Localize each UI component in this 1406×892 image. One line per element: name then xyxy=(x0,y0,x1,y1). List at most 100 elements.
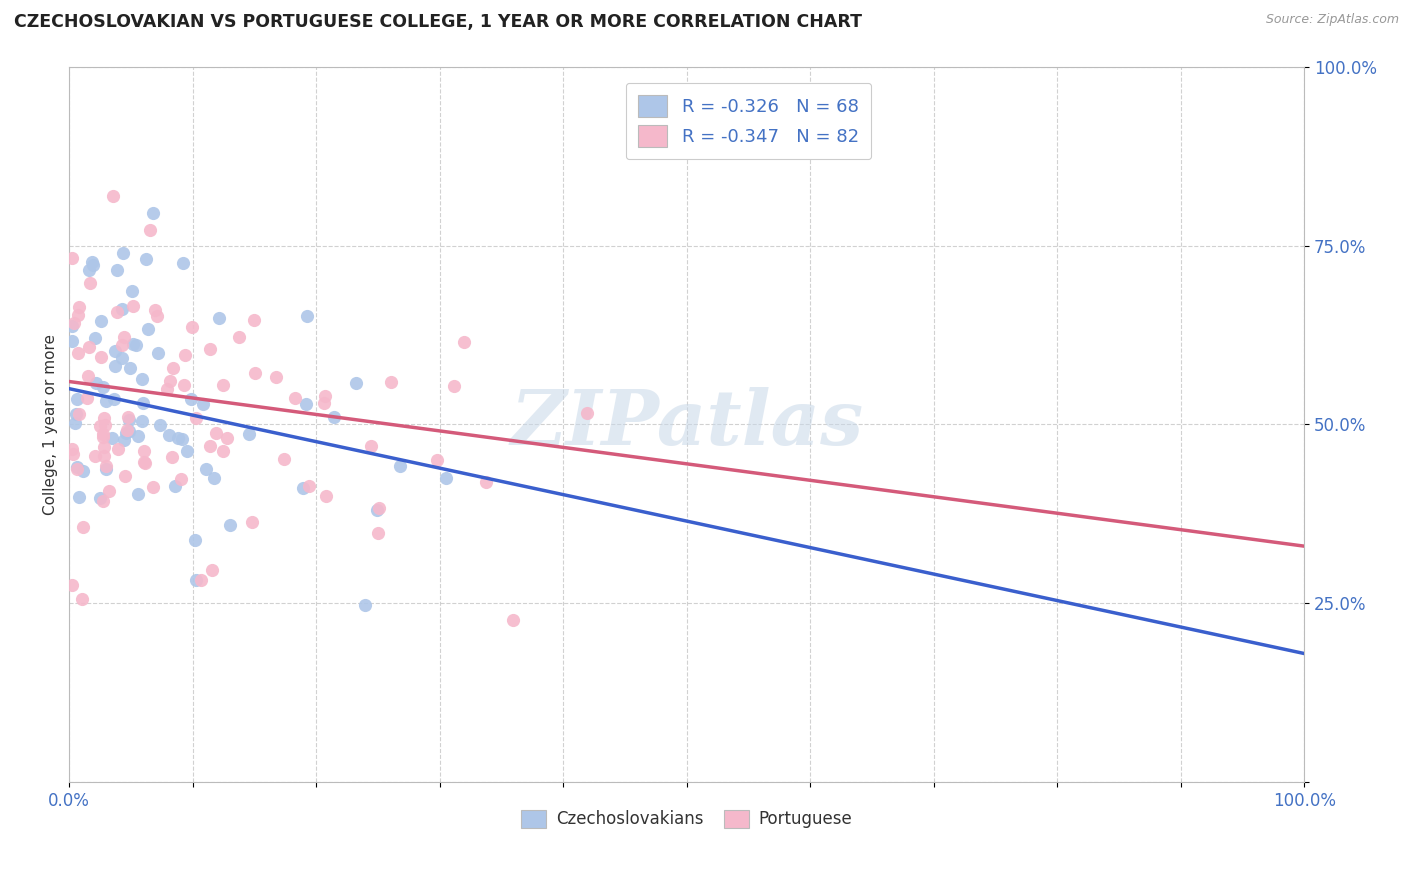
Point xyxy=(184,533,207,547)
Point xyxy=(146,346,169,360)
Point xyxy=(84,449,107,463)
Point xyxy=(160,450,183,464)
Point xyxy=(201,563,224,577)
Point xyxy=(60,334,83,348)
Point xyxy=(198,343,221,357)
Point xyxy=(105,305,128,319)
Point xyxy=(184,410,207,425)
Point xyxy=(173,378,195,392)
Point xyxy=(134,456,156,470)
Point xyxy=(142,205,165,219)
Point xyxy=(284,392,307,406)
Point xyxy=(118,424,141,438)
Point xyxy=(62,447,84,461)
Point xyxy=(292,481,315,495)
Point xyxy=(212,444,235,458)
Point xyxy=(295,309,318,323)
Point xyxy=(105,263,128,277)
Point xyxy=(112,245,135,260)
Point xyxy=(502,613,524,627)
Point xyxy=(60,319,83,334)
Text: ZIPatlas: ZIPatlas xyxy=(510,387,863,461)
Point xyxy=(66,308,89,322)
Point xyxy=(315,490,337,504)
Point xyxy=(89,491,111,505)
Point xyxy=(66,462,89,476)
Point xyxy=(238,426,260,441)
Point xyxy=(115,425,138,440)
Point xyxy=(93,449,115,463)
Point xyxy=(111,338,134,352)
Point xyxy=(380,376,402,390)
Point xyxy=(172,256,194,270)
Point xyxy=(77,263,100,277)
Point xyxy=(576,406,599,420)
Point xyxy=(170,432,193,446)
Point xyxy=(195,462,218,476)
Point xyxy=(62,316,84,330)
Point xyxy=(132,455,155,469)
Point xyxy=(162,361,184,376)
Point xyxy=(243,366,266,380)
Point xyxy=(443,379,465,393)
Point xyxy=(174,348,197,362)
Point xyxy=(60,442,83,456)
Point xyxy=(79,276,101,290)
Point xyxy=(115,423,138,437)
Point xyxy=(63,417,86,431)
Point xyxy=(72,464,94,478)
Point xyxy=(157,427,180,442)
Point xyxy=(111,302,134,317)
Point xyxy=(181,319,204,334)
Point xyxy=(93,411,115,425)
Point xyxy=(146,309,169,323)
Text: CZECHOSLOVAKIAN VS PORTUGUESE COLLEGE, 1 YEAR OR MORE CORRELATION CHART: CZECHOSLOVAKIAN VS PORTUGUESE COLLEGE, 1… xyxy=(14,13,862,31)
Point xyxy=(344,376,367,390)
Point xyxy=(180,392,202,406)
Legend: Czechoslovakians, Portuguese: Czechoslovakians, Portuguese xyxy=(515,803,859,835)
Point xyxy=(118,413,141,427)
Point xyxy=(176,443,198,458)
Point xyxy=(389,459,412,474)
Point xyxy=(139,222,162,236)
Point xyxy=(264,369,287,384)
Point xyxy=(90,314,112,328)
Point xyxy=(72,519,94,533)
Point xyxy=(131,371,153,385)
Point xyxy=(65,408,87,422)
Point xyxy=(205,426,228,441)
Point xyxy=(101,189,124,203)
Point xyxy=(122,337,145,351)
Point xyxy=(84,376,107,391)
Point xyxy=(228,330,250,344)
Point xyxy=(242,313,264,327)
Point xyxy=(135,252,157,266)
Point xyxy=(122,299,145,313)
Point xyxy=(219,517,242,532)
Point xyxy=(77,340,100,354)
Point xyxy=(312,395,335,409)
Point xyxy=(322,409,344,424)
Point xyxy=(165,478,187,492)
Point xyxy=(65,459,87,474)
Point xyxy=(76,391,98,405)
Point xyxy=(67,408,90,422)
Point xyxy=(70,592,93,607)
Point xyxy=(366,503,388,517)
Point xyxy=(91,426,114,441)
Point xyxy=(167,431,190,445)
Point xyxy=(354,598,377,612)
Point xyxy=(434,471,457,485)
Point xyxy=(367,525,389,540)
Point xyxy=(104,344,127,359)
Point xyxy=(132,444,155,458)
Point xyxy=(190,573,212,587)
Point xyxy=(131,395,153,409)
Point xyxy=(84,331,107,345)
Point xyxy=(101,432,124,446)
Point xyxy=(295,397,318,411)
Point xyxy=(426,453,449,467)
Point xyxy=(159,374,181,388)
Point xyxy=(111,351,134,366)
Point xyxy=(273,451,295,466)
